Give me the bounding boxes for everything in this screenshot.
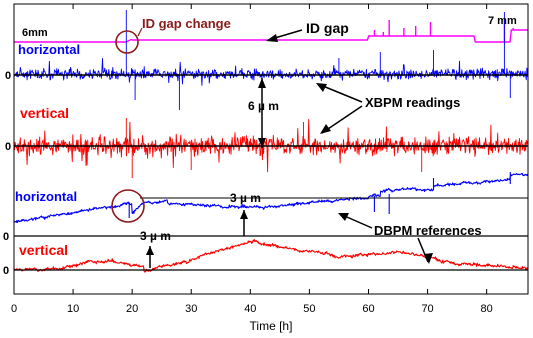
- x-tick-label: 50: [303, 303, 315, 315]
- label-vertical-dbpm: vertical: [19, 242, 68, 258]
- x-tick-label: 10: [67, 303, 79, 315]
- scale-bar-arrowhead: [146, 246, 154, 255]
- gap-6mm-label: 6mm: [22, 27, 48, 39]
- scale-6um-label: 6 µ m: [248, 99, 279, 113]
- arrowhead: [266, 34, 278, 42]
- x-tick-label: 80: [481, 303, 493, 315]
- plot-frame: [13, 3, 529, 295]
- xbpm-readings-label: XBPM readings: [365, 95, 460, 110]
- arrowhead: [320, 124, 331, 134]
- traces: [13, 10, 529, 273]
- arrowhead: [338, 213, 349, 221]
- dbpm-references-label: DBPM references: [374, 223, 482, 238]
- x-axis-label: Time [h]: [250, 319, 293, 333]
- scale-bar-arrowhead: [258, 138, 266, 148]
- y-zero-label: 0: [5, 141, 11, 153]
- xbpm-horizontal-trace: [13, 10, 529, 110]
- xbpm-vertical-trace: [13, 118, 529, 178]
- dbpm-horizontal-trace: [13, 172, 529, 224]
- plot-background: [14, 4, 528, 294]
- gap-7mm-label: 7 mm: [488, 15, 517, 27]
- x-tick-label: 40: [244, 303, 256, 315]
- x-tick-label: 60: [362, 303, 374, 315]
- gap-change-circle: [115, 30, 139, 54]
- x-tick-label: 70: [421, 303, 433, 315]
- label-horizontal-dbpm: horizontal: [15, 189, 77, 204]
- arrowhead: [424, 253, 433, 264]
- label-horizontal-xbpm: horizontal: [18, 42, 80, 57]
- y-zero-label: 0: [3, 231, 9, 243]
- id-gap-label: ID gap: [306, 20, 349, 36]
- dbpm-jump-circle: [111, 189, 145, 223]
- scale-3um-label: 3 µ m: [140, 229, 171, 243]
- dbpm-vertical-trace: [13, 239, 529, 273]
- x-tick-label: 30: [185, 303, 197, 315]
- label-vertical-xbpm: vertical: [20, 105, 69, 121]
- gap-change-connector: [137, 27, 143, 37]
- scale-3um-label: 3 µ m: [230, 191, 261, 205]
- id-gap-change-label: ID gap change: [142, 16, 231, 31]
- x-axis-ticks: 0 10 20 30 40 50 60 70 80: [11, 4, 493, 315]
- scale-bar-arrowhead: [258, 78, 266, 88]
- y-zero-label: 0: [5, 70, 11, 82]
- x-tick-label: 20: [126, 303, 138, 315]
- arrowhead: [316, 83, 327, 92]
- y-zero-label: 0: [3, 265, 9, 277]
- x-tick-label: 0: [11, 303, 17, 315]
- scale-bar-arrowhead: [240, 210, 248, 219]
